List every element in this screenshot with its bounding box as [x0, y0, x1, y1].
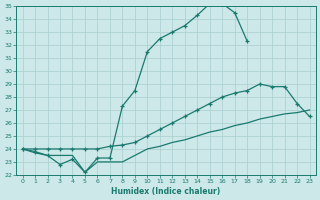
- X-axis label: Humidex (Indice chaleur): Humidex (Indice chaleur): [111, 187, 221, 196]
